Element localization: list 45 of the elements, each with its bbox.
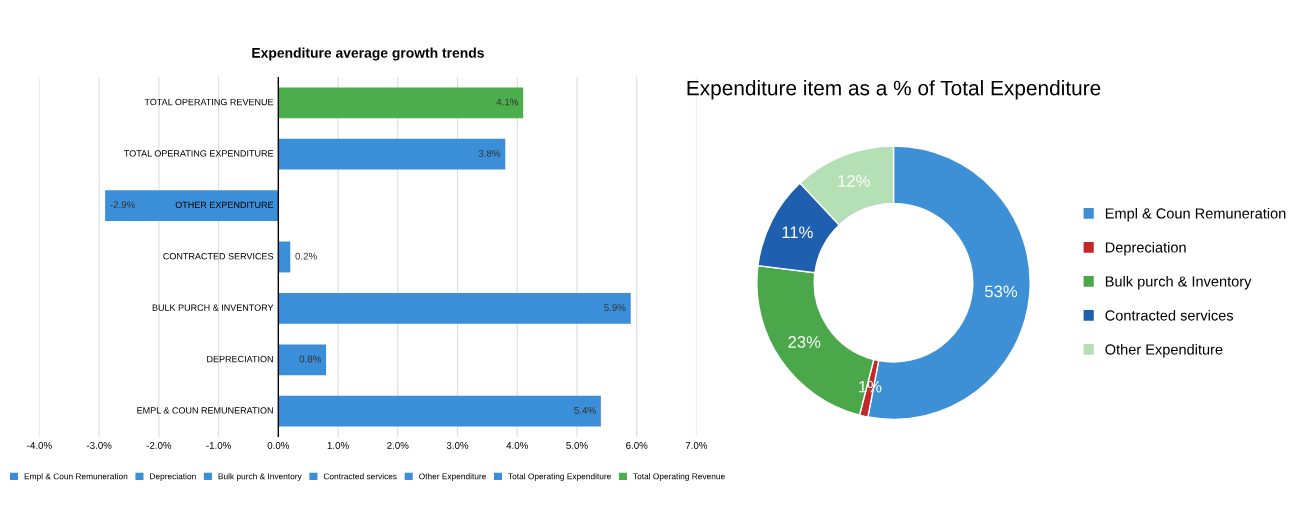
x-tick-label: -3.0% <box>86 442 112 449</box>
data-label: 5.9% <box>604 304 626 312</box>
x-tick-label: 0.0% <box>267 442 290 449</box>
data-label: 11% <box>782 226 813 239</box>
x-tick-label: 7.0% <box>685 442 708 449</box>
x-tick-label: 2.0% <box>387 442 409 449</box>
legend-label: Contracted services <box>323 473 397 480</box>
y-tick-label: TOTAL OPERATING REVENUE <box>144 98 274 106</box>
data-label: 0.8% <box>299 355 321 363</box>
legend-label: Bulk purch & Inventory <box>218 473 302 481</box>
data-label: 0.2% <box>295 252 317 260</box>
x-tick-label: 4.0% <box>506 442 528 449</box>
y-tick-label: EMPL & COUN REMUNERATION <box>137 407 273 414</box>
legend-label: Bulk purch & Inventory <box>1105 275 1252 290</box>
data-label: 3.8% <box>478 149 501 157</box>
y-tick-label: CONTRACTED SERVICES <box>163 253 274 260</box>
data-label: -2.9% <box>110 201 135 209</box>
y-tick-label: BULK PURCH & INVENTORY <box>152 304 274 311</box>
legend-label: Total Operating Revenue <box>633 473 725 481</box>
data-label: 23% <box>788 336 821 348</box>
x-tick-label: -1.0% <box>206 442 231 449</box>
y-tick-label: TOTAL OPERATING EXPENDITURE <box>124 150 274 157</box>
data-label: 4.1% <box>496 98 519 106</box>
chart-title: Expenditure item as a % of Total Expenditure <box>687 80 1101 100</box>
x-tick-label: -2.0% <box>146 442 172 449</box>
legend-label: Other Expenditure <box>1105 343 1223 358</box>
data-label: 12% <box>838 174 870 187</box>
legend-label: Empl & Coun Remuneration <box>24 473 128 481</box>
legend-label: Total Operating Expenditure <box>508 473 611 481</box>
legend-label: Depreciation <box>150 473 196 481</box>
legend-label: Depreciation <box>1105 241 1186 256</box>
x-tick-label: 5.0% <box>566 442 588 449</box>
data-label: 1% <box>859 380 882 393</box>
x-tick-label: 6.0% <box>626 442 648 449</box>
chart-title: Expenditure average growth trends <box>252 47 484 61</box>
legend-label: Other Expenditure <box>419 473 486 481</box>
y-tick-label: DEPRECIATION <box>207 355 273 363</box>
data-label: 5.4% <box>574 406 596 414</box>
x-tick-label: -4.0% <box>27 442 52 449</box>
legend-label: Contracted services <box>1105 309 1234 321</box>
data-label: 53% <box>984 285 1018 298</box>
x-tick-label: 1.0% <box>327 442 349 449</box>
legend-label: Empl & Coun Remuneration <box>1105 207 1286 222</box>
y-tick-label: OTHER EXPENDITURE <box>175 201 274 209</box>
x-tick-label: 3.0% <box>446 442 469 449</box>
